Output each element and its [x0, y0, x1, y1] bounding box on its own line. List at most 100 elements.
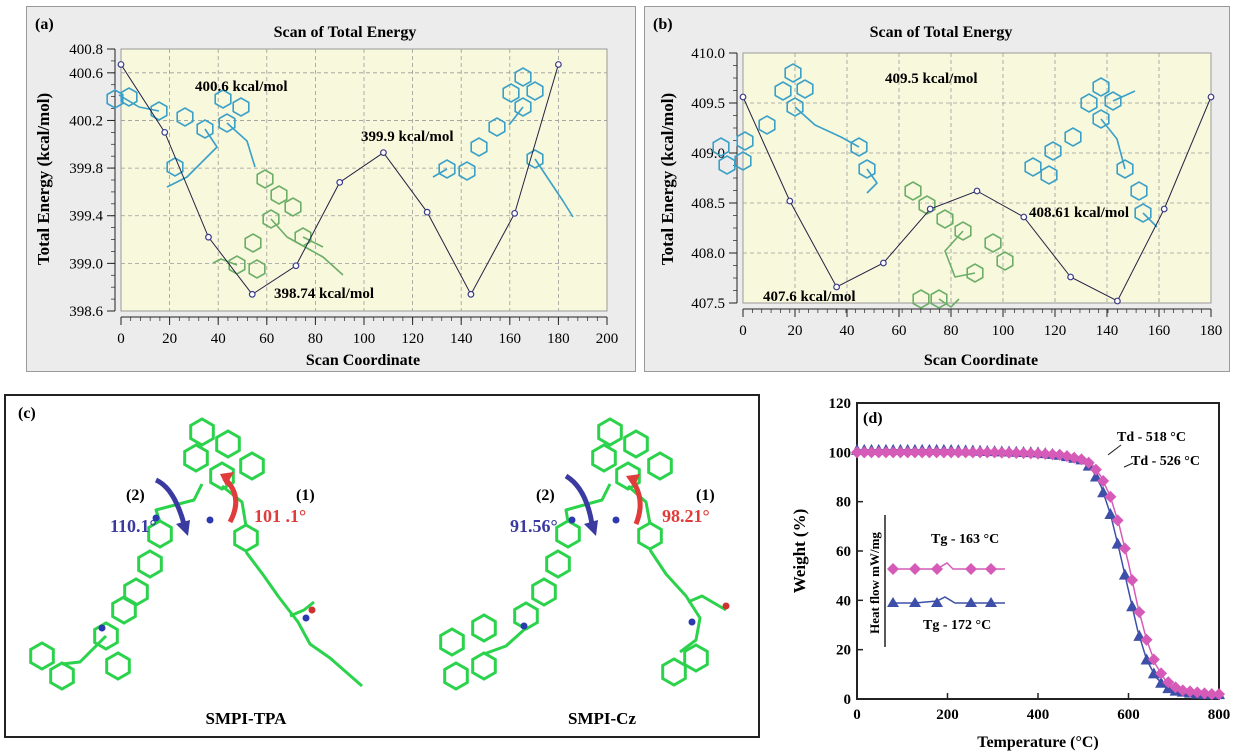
- molecule-ring: [683, 643, 709, 673]
- a-data-point: [336, 178, 344, 186]
- d-marker-triangle: [1089, 470, 1102, 482]
- chart-a-annotation-3: 398.74 kcal/mol: [274, 286, 374, 302]
- d-ytick-label: 0: [844, 692, 852, 708]
- inset-blue-marker: [887, 597, 899, 607]
- d-marker-triangle: [1097, 486, 1110, 498]
- mol2-label-1: (1): [696, 487, 715, 504]
- d-marker-diamond: [1155, 667, 1168, 680]
- mol1-label-1: (1): [296, 487, 315, 504]
- molecule-ring: [984, 233, 1002, 253]
- d-xtick-label: 200: [936, 707, 959, 723]
- molecule-ring: [93, 621, 119, 651]
- molecule-bond: [118, 94, 160, 112]
- b-data-point: [1067, 273, 1075, 281]
- molecule-bond: [508, 106, 524, 126]
- d-marker-diamond: [959, 446, 972, 459]
- d-marker-diamond: [1147, 653, 1160, 666]
- a-data-point: [380, 149, 387, 157]
- molecule-ring: [615, 461, 641, 491]
- inset-tg-163: Tg - 163 °C: [931, 532, 999, 547]
- molecule-bond: [166, 128, 218, 188]
- mol2-arrowhead-1: [626, 474, 640, 488]
- inset-blue-marker: [965, 597, 977, 607]
- d-marker-diamond: [865, 446, 878, 459]
- d-marker-diamond: [1140, 633, 1153, 646]
- molecule-ring: [111, 595, 137, 625]
- a-xtick-label: 60: [259, 331, 274, 347]
- d-marker-diamond: [916, 446, 929, 459]
- chart-a-plot-area: [120, 48, 608, 312]
- d-xtick-label: 800: [1208, 707, 1231, 723]
- mol2-arrowhead-2: [584, 520, 598, 536]
- molecule-ring: [284, 197, 302, 217]
- molecule-bond: [270, 218, 344, 276]
- molecule-ring: [471, 651, 497, 681]
- molecule-ring: [1080, 93, 1098, 113]
- molecule-ring: [736, 131, 754, 151]
- molecule-ring: [514, 67, 532, 87]
- a-xtick-label: 100: [353, 331, 376, 347]
- mol1-angle-arc-2: [154, 477, 187, 525]
- molecule-bond: [627, 484, 652, 525]
- a-xtick-label: 120: [401, 331, 424, 347]
- d-marker-diamond: [879, 446, 892, 459]
- a-data-point: [117, 61, 125, 68]
- molecule-ring: [239, 451, 265, 481]
- molecule-ring: [166, 157, 184, 177]
- a-ytick-label: 399.0: [69, 256, 103, 272]
- inset-pink-marker: [965, 563, 977, 575]
- d-marker-triangle: [1104, 508, 1117, 519]
- a-xtick-label: 140: [450, 331, 473, 347]
- molecule-ring: [248, 259, 266, 279]
- b-xtick-label: 160: [1148, 323, 1171, 339]
- molecule-atom: [152, 514, 160, 522]
- mol2-angle-arc-2: [564, 473, 595, 525]
- molecule-bond: [944, 230, 976, 278]
- panel-b: (b) Scan of Total Energy 0 20 40 60 80 100 120…: [644, 6, 1230, 372]
- molecule-ring: [488, 117, 506, 137]
- molecule-ring: [912, 289, 930, 309]
- molecule-bond: [564, 483, 612, 523]
- panel-c: (c) (2) (1) 110.1° 101 .1° SMPI-TPA (2) …: [4, 394, 760, 738]
- molecule-ring: [176, 107, 194, 127]
- molecule-bond: [1142, 212, 1158, 228]
- molecule-bond: [483, 626, 528, 656]
- a-xtick-label: 20: [162, 331, 177, 347]
- molecule-atom: [568, 516, 576, 524]
- inset-ylabel: Heat flow mW/mg: [867, 532, 882, 634]
- molecule-ring: [555, 519, 581, 549]
- molecule-ring: [106, 89, 124, 109]
- molecule-bond: [648, 549, 702, 654]
- d-marker-diamond: [1198, 687, 1211, 700]
- d-marker-diamond: [1104, 490, 1117, 503]
- inset-blue-marker: [931, 597, 943, 607]
- d-td526-leader: [1123, 462, 1134, 468]
- d-xtick-label: 400: [1027, 707, 1050, 723]
- d-ytick-label: 60: [836, 544, 851, 560]
- molecule-ring: [502, 83, 520, 103]
- molecule-ring: [214, 89, 232, 109]
- d-marker-diamond: [945, 446, 958, 459]
- molecule-ring: [137, 549, 163, 579]
- a-xtick-label: 0: [117, 331, 125, 347]
- b-data-point: [1207, 93, 1215, 101]
- d-marker-diamond: [966, 446, 979, 459]
- chart-a-title: Scan of Total Energy: [274, 24, 417, 41]
- molecule-ring: [996, 251, 1014, 271]
- chart-b-annotation-2: 408.61 kcal/mol: [1029, 205, 1129, 221]
- b-data-point: [1114, 297, 1121, 305]
- molecule-ring: [637, 521, 663, 551]
- d-ytick-label: 100: [829, 445, 852, 461]
- molecule-atom: [308, 606, 316, 614]
- b-data-point: [833, 283, 841, 291]
- a-data-point: [467, 290, 475, 298]
- a-xtick-label: 180: [547, 331, 570, 347]
- d-marker-diamond: [988, 446, 1001, 459]
- molecule-ring: [712, 137, 730, 157]
- d-marker-diamond: [1082, 456, 1095, 469]
- molecule-ring: [647, 451, 673, 481]
- d-ytick-label: 40: [836, 593, 851, 609]
- b-xtick-label: 80: [944, 323, 959, 339]
- molecule-ring: [49, 661, 75, 691]
- molecule-ring: [1040, 165, 1058, 185]
